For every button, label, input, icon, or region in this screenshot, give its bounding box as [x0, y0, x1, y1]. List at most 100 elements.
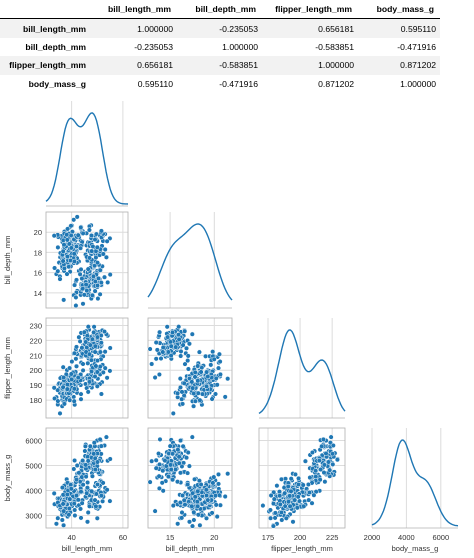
scatter-point	[80, 361, 86, 367]
scatter-point	[66, 241, 72, 247]
scatter-point	[179, 509, 185, 516]
scatter-point	[209, 510, 215, 516]
scatter-point	[170, 477, 176, 483]
subplot-bill_depth_mm-vs-bill_length_mm	[45, 211, 129, 309]
scatter-point	[91, 324, 97, 330]
subplot-bill_length_mm-vs-bill_length_mm	[45, 101, 129, 207]
scatter-point	[78, 391, 84, 397]
scatter-point	[85, 479, 91, 486]
scatter-point	[77, 245, 84, 251]
scatter-point	[152, 508, 158, 514]
scatter-point	[59, 517, 65, 523]
scatter-point	[100, 480, 106, 486]
scatter-point	[212, 391, 219, 397]
scatter-point	[72, 457, 78, 464]
scatter-point	[71, 258, 77, 264]
scatter-point	[92, 237, 98, 243]
row-header: bill_length_mm	[22, 23, 86, 34]
scatter-point	[272, 515, 278, 521]
scatter-point	[309, 500, 315, 506]
scatter-point	[215, 365, 222, 371]
scatter-point	[292, 471, 298, 477]
scatter-point	[79, 474, 85, 480]
scatter-point	[179, 396, 185, 402]
scatter-point	[94, 283, 101, 289]
scatter-point	[73, 303, 79, 309]
scatter-point	[85, 458, 91, 464]
scatter-point	[60, 248, 66, 254]
x-axis-label: body_mass_g	[392, 544, 439, 553]
scatter-point	[160, 468, 166, 474]
scatter-point	[328, 434, 334, 440]
scatter-point	[195, 488, 201, 494]
scatter-point	[85, 324, 91, 330]
scatter-point	[92, 349, 98, 355]
scatter-point	[51, 490, 57, 496]
scatter-point	[97, 349, 103, 355]
scatter-point	[68, 371, 74, 377]
scatter-point	[61, 374, 67, 381]
scatter-point	[76, 334, 82, 340]
scatter-point	[86, 255, 93, 261]
scatter-point	[190, 490, 196, 496]
scatter-point	[168, 343, 174, 349]
scatter-point	[84, 288, 90, 294]
scatter-point	[191, 517, 197, 523]
scatter-point	[287, 493, 293, 499]
scatter-point	[79, 276, 85, 282]
scatter-point	[72, 507, 78, 513]
scatter-point	[76, 470, 82, 476]
scatter-point	[217, 502, 223, 508]
scatter-point	[82, 443, 88, 449]
scatter-point	[283, 515, 289, 521]
y-tick-label: 16	[34, 269, 42, 278]
scatter-point	[160, 488, 166, 494]
scatter-point	[165, 474, 171, 480]
scatter-point	[195, 390, 201, 396]
scatter-point	[107, 498, 113, 504]
scatter-point	[72, 282, 78, 288]
scatter-point	[67, 397, 73, 403]
scatter-point	[173, 466, 179, 473]
scatter-point	[302, 458, 308, 464]
scatter-point	[90, 273, 97, 279]
y-tick-label: 230	[29, 321, 42, 330]
x-tick-label: 40	[67, 533, 75, 542]
scatter-point	[55, 268, 61, 274]
y-tick-label: 6000	[25, 437, 42, 446]
scatter-point	[165, 349, 171, 355]
scatter-point	[94, 358, 101, 364]
subplot-body_mass_g-vs-bill_depth_mm	[147, 427, 233, 529]
column-header: flipper_length_mm	[262, 0, 358, 20]
scatter-point	[57, 410, 63, 416]
scatter-point	[73, 277, 80, 283]
scatter-point	[71, 217, 77, 223]
scatter-point	[164, 324, 170, 330]
scatter-point	[180, 342, 186, 348]
x-tick-label: 20	[210, 533, 218, 542]
scatter-point	[180, 492, 186, 499]
scatter-point	[84, 485, 90, 491]
scatter-point	[162, 458, 168, 464]
scatter-point	[100, 251, 106, 257]
scatter-point	[94, 244, 100, 250]
subplot-body_mass_g-vs-bill_length_mm	[45, 427, 129, 529]
scatter-point	[67, 365, 73, 371]
scatter-point	[272, 510, 278, 516]
x-axis-label: bill_length_mm	[62, 544, 112, 553]
scatter-point	[79, 345, 85, 351]
scatter-point	[74, 214, 80, 220]
table-cell: -0.471916	[397, 41, 436, 52]
scatter-point	[300, 482, 306, 488]
scatter-point	[94, 459, 101, 465]
scatter-point	[225, 471, 231, 477]
scatter-point	[197, 522, 203, 528]
scatter-point	[57, 276, 63, 282]
scatter-point	[89, 292, 95, 298]
scatter-point	[55, 398, 61, 404]
scatter-point	[192, 494, 198, 500]
scatter-point	[51, 385, 57, 391]
scatter-point	[100, 369, 106, 375]
scatter-point	[149, 458, 155, 464]
scatter-point	[78, 489, 84, 495]
